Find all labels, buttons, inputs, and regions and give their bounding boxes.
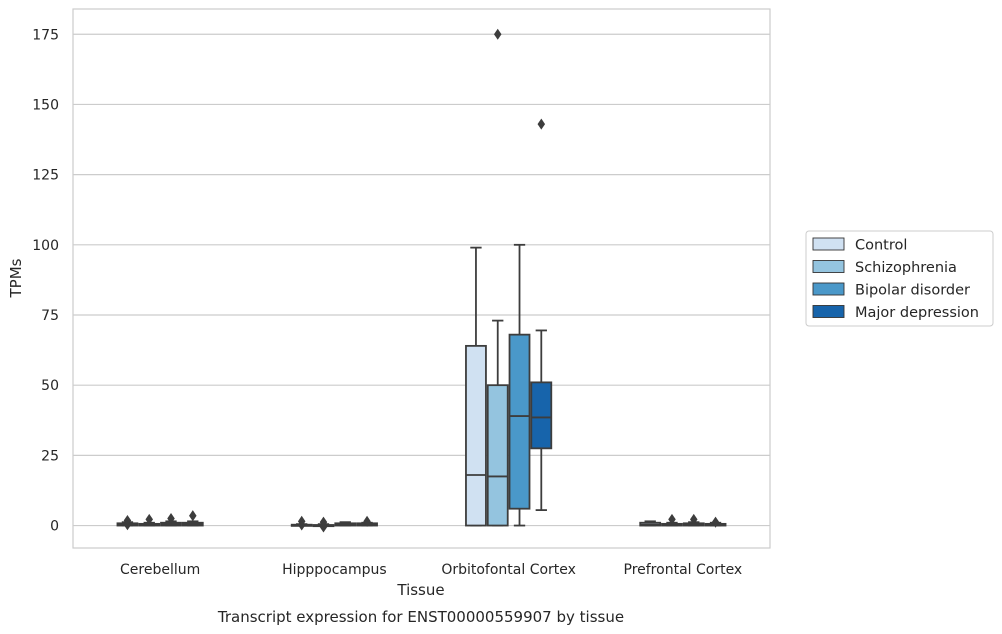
- outlier-point: [297, 515, 306, 527]
- y-tick-label: 50: [41, 378, 59, 394]
- series-group: [160, 243, 705, 527]
- outlier-point: [145, 513, 153, 525]
- box-mark: [704, 516, 727, 528]
- outlier-point: [537, 118, 546, 130]
- legend-swatch: [812, 237, 845, 251]
- box-mark: [465, 246, 487, 527]
- box-body: [486, 384, 509, 527]
- box-body: [465, 344, 487, 527]
- box-mark: [138, 513, 161, 527]
- outlier-point: [167, 512, 175, 525]
- y-tick-label: 0: [50, 519, 59, 535]
- x-tick-labels: Cerebellum Hipppocampus Orbitofontal Corte…: [120, 562, 742, 578]
- box-mark: [181, 510, 204, 527]
- y-tick-labels: 0 25 50 75 100 125 150 175: [32, 27, 59, 534]
- outlier-point: [123, 514, 132, 527]
- x-tick-label: Hipppocampus: [282, 562, 387, 578]
- grid-lines: [73, 33, 770, 527]
- box-mark: [116, 514, 139, 531]
- box-mark: [682, 513, 705, 527]
- y-tick-label: 150: [32, 97, 59, 113]
- legend-label: Major depression: [855, 305, 979, 321]
- box-mark: [639, 520, 662, 527]
- outlier-point: [363, 515, 371, 527]
- box-mark: [530, 118, 553, 512]
- box-body: [508, 333, 531, 510]
- box-mark: [312, 516, 335, 533]
- legend-swatch: [812, 305, 845, 318]
- legend-frame: [805, 230, 994, 327]
- legend-label: Bipolar disorder: [855, 283, 970, 299]
- y-tick-label: 25: [41, 448, 59, 464]
- outlier-point: [711, 516, 720, 528]
- box-mark: [508, 243, 531, 527]
- outlier-point: [319, 516, 328, 528]
- outlier-point: [668, 513, 676, 525]
- y-tick-label: 125: [32, 168, 59, 184]
- outlier-point: [690, 513, 698, 525]
- y-tick-label: 100: [32, 238, 59, 254]
- box-mark: [356, 515, 378, 527]
- x-tick-label: Prefrontal Cortex: [624, 562, 743, 578]
- box-mark: [661, 513, 683, 527]
- series-group: [138, 28, 683, 533]
- y-tick-label: 175: [32, 27, 59, 43]
- legend-label: Control: [855, 238, 907, 254]
- x-tick-label: Cerebellum: [120, 562, 200, 578]
- box-mark: [290, 515, 313, 531]
- box-groups: [116, 28, 727, 533]
- y-axis-title: TPMs: [7, 258, 25, 298]
- legend-swatch: [812, 282, 845, 296]
- x-axis-title: Tissue: [396, 581, 444, 599]
- box-mark: [160, 512, 182, 527]
- outlier-point: [189, 510, 197, 522]
- chart-title: Transcript expression for ENST0000055990…: [217, 608, 624, 626]
- legend-label: Schizophrenia: [855, 260, 957, 276]
- box-mark: [486, 28, 509, 527]
- series-group: [181, 118, 727, 528]
- y-tick-label: 75: [41, 308, 59, 324]
- box-mark: [334, 521, 357, 527]
- legend-swatch: [812, 260, 845, 273]
- legend: Control Schizophrenia Bipolar disorder Majo…: [805, 230, 994, 327]
- series-group: [116, 246, 662, 531]
- x-tick-label: Orbitofontal Cortex: [441, 562, 576, 578]
- plot-background: [73, 9, 770, 548]
- box-body: [530, 381, 553, 450]
- plot-frame: [72, 8, 771, 549]
- outlier-point: [493, 28, 502, 40]
